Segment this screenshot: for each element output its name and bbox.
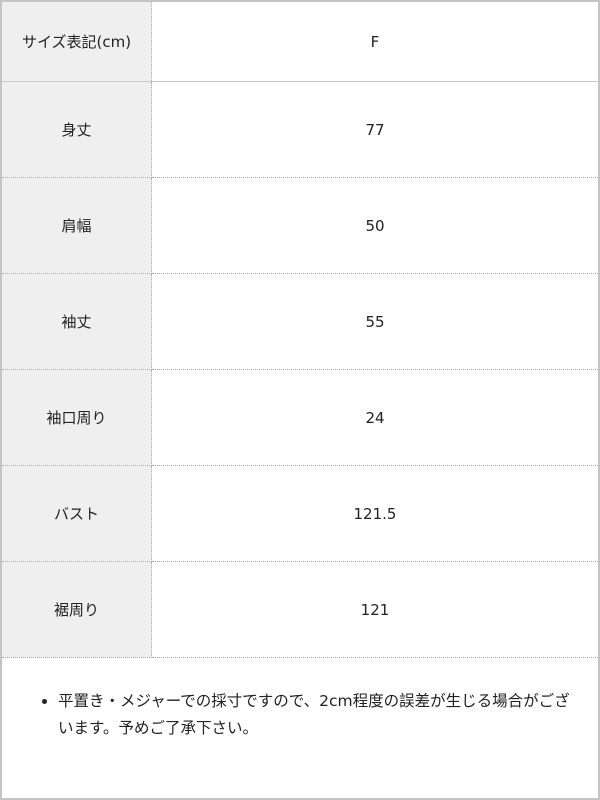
row-label: 袖口周り [2,369,152,466]
row-value: 24 [151,369,598,466]
row-label: 袖丈 [2,273,152,370]
note-item: 平置き・メジャーでの採寸ですので、2cm程度の誤差が生じる場合がございます。予め… [58,688,580,742]
table-row: バスト 121.5 [2,465,598,562]
row-value: 55 [151,273,598,370]
table-row: 裾周り 121 [2,561,598,658]
table-row: 身丈 77 [2,81,598,178]
header-label: サイズ表記(cm) [2,2,152,82]
row-value: 77 [151,81,598,178]
table-header-row: サイズ表記(cm) F [2,2,598,82]
row-value: 50 [151,177,598,274]
table-row: 袖口周り 24 [2,369,598,466]
size-table: サイズ表記(cm) F 身丈 77 肩幅 50 袖丈 55 袖口周り 24 バス… [2,2,598,658]
row-label: 裾周り [2,561,152,658]
row-value: 121.5 [151,465,598,562]
row-label: バスト [2,465,152,562]
table-row: 肩幅 50 [2,177,598,274]
row-label: 身丈 [2,81,152,178]
header-size: F [151,2,598,82]
row-label: 肩幅 [2,177,152,274]
row-value: 121 [151,561,598,658]
measurement-note: 平置き・メジャーでの採寸ですので、2cm程度の誤差が生じる場合がございます。予め… [40,688,580,742]
table-row: 袖丈 55 [2,273,598,370]
